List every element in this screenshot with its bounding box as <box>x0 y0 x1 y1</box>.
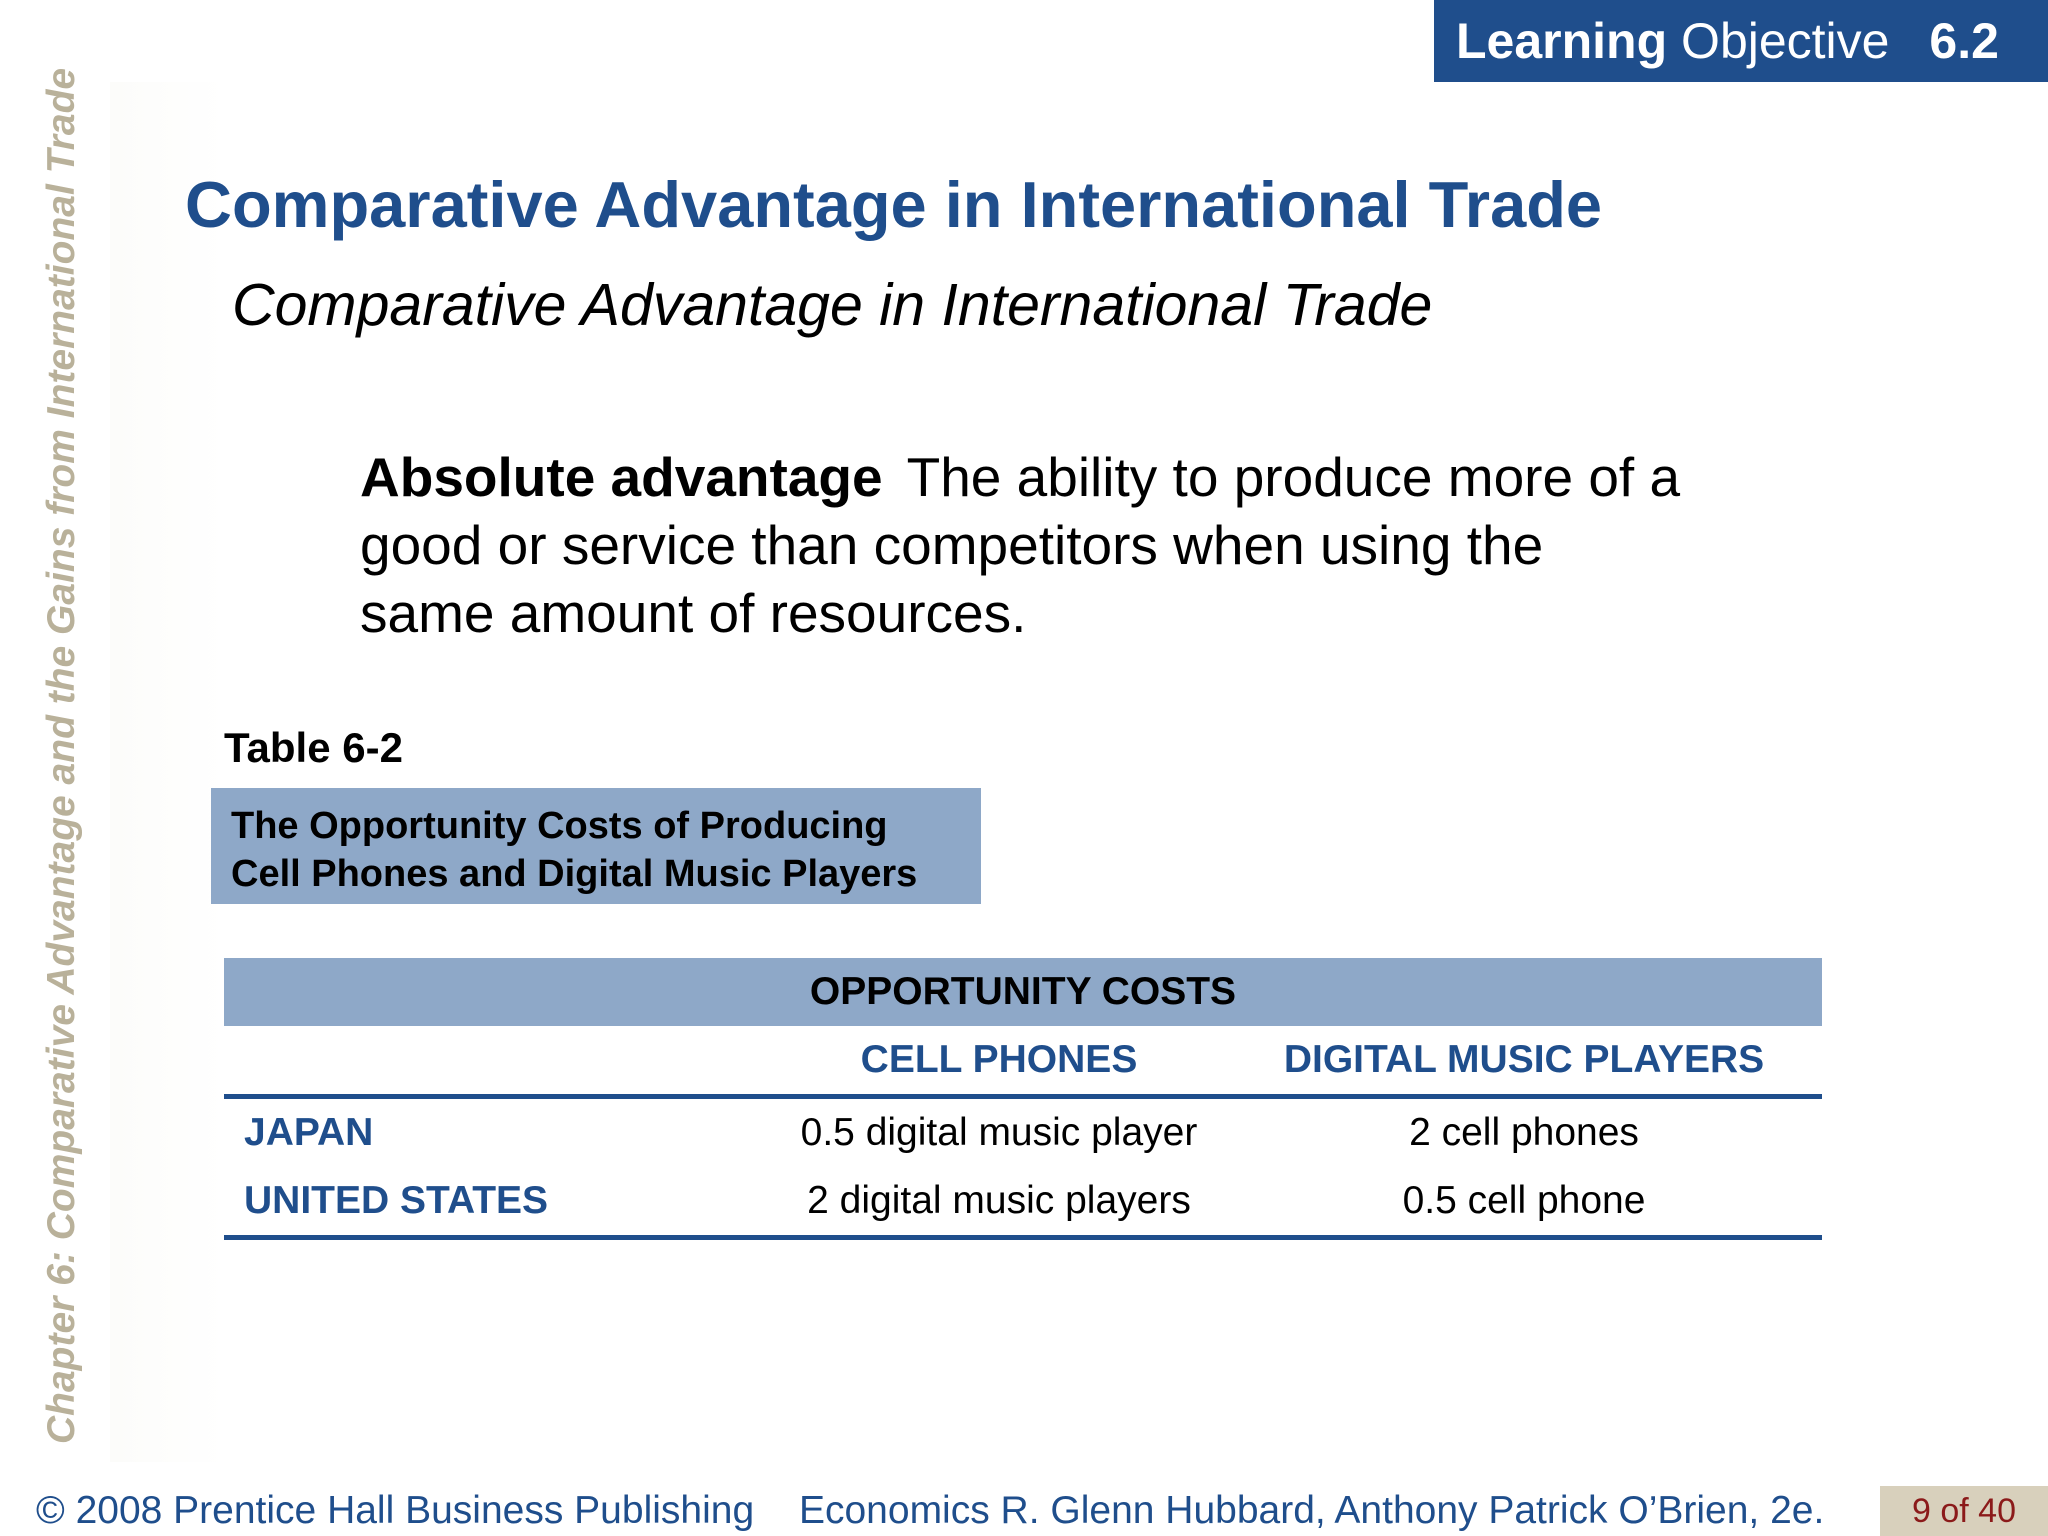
table-caption-line1: The Opportunity Costs of Producing <box>231 805 888 847</box>
table-caption-line2: Cell Phones and Digital Music Players <box>231 853 918 895</box>
chapter-sidebar-text: Chapter 6: Comparative Advantage and the… <box>40 67 83 1444</box>
definition-text: The ability to produce more of a good or… <box>360 446 1681 644</box>
slide-title: Comparative Advantage in International T… <box>185 168 1603 241</box>
row-header-country: JAPAN <box>244 1111 374 1154</box>
table-cell: 2 cell phones <box>1409 1111 1639 1154</box>
table-row: UNITED STATES 2 digital music players 0.… <box>224 1167 1822 1240</box>
table-cell: 0.5 cell phone <box>1402 1179 1646 1222</box>
column-header-cell-phones: CELL PHONES <box>860 1038 1138 1081</box>
learning-objective-banner: Learning Objective 6.2 <box>1434 0 2048 82</box>
footer-copyright: © 2008 Prentice Hall Business Publishing <box>36 1489 755 1532</box>
table-cell: 0.5 digital music player <box>800 1111 1198 1154</box>
footer-book-credit: Economics R. Glenn Hubbard, Anthony Patr… <box>798 1489 1825 1532</box>
learning-objective-word2: Objective <box>1681 13 1890 69</box>
table-cell: 2 digital music players <box>807 1179 1191 1222</box>
table-caption: The Opportunity Costs of Producing Cell … <box>211 788 981 904</box>
page-number-badge: 9 of 40 <box>1880 1486 2048 1536</box>
table-column-headers: CELL PHONES DIGITAL MUSIC PLAYERS <box>224 1026 1822 1099</box>
definition-block: Absolute advantage The ability to produce… <box>360 443 1690 647</box>
opportunity-costs-table: OPPORTUNITY COSTS CELL PHONES DIGITAL MU… <box>224 958 1822 1240</box>
column-header-digital-music-players: DIGITAL MUSIC PLAYERS <box>1283 1038 1765 1081</box>
slide-content-area <box>110 82 2048 1462</box>
slide-subtitle: Comparative Advantage in International T… <box>232 272 1433 338</box>
definition-term: Absolute advantage <box>360 446 883 508</box>
table-label: Table 6-2 <box>224 724 403 771</box>
slide-footer: © 2008 Prentice Hall Business Publishing… <box>36 1486 1824 1536</box>
row-header-country: UNITED STATES <box>244 1179 549 1222</box>
learning-objective-number: 6.2 <box>1929 13 1999 69</box>
table-row: JAPAN 0.5 digital music player 2 cell ph… <box>224 1099 1822 1167</box>
learning-objective-word1: Learning <box>1456 13 1668 69</box>
table-header: OPPORTUNITY COSTS <box>224 958 1822 1026</box>
